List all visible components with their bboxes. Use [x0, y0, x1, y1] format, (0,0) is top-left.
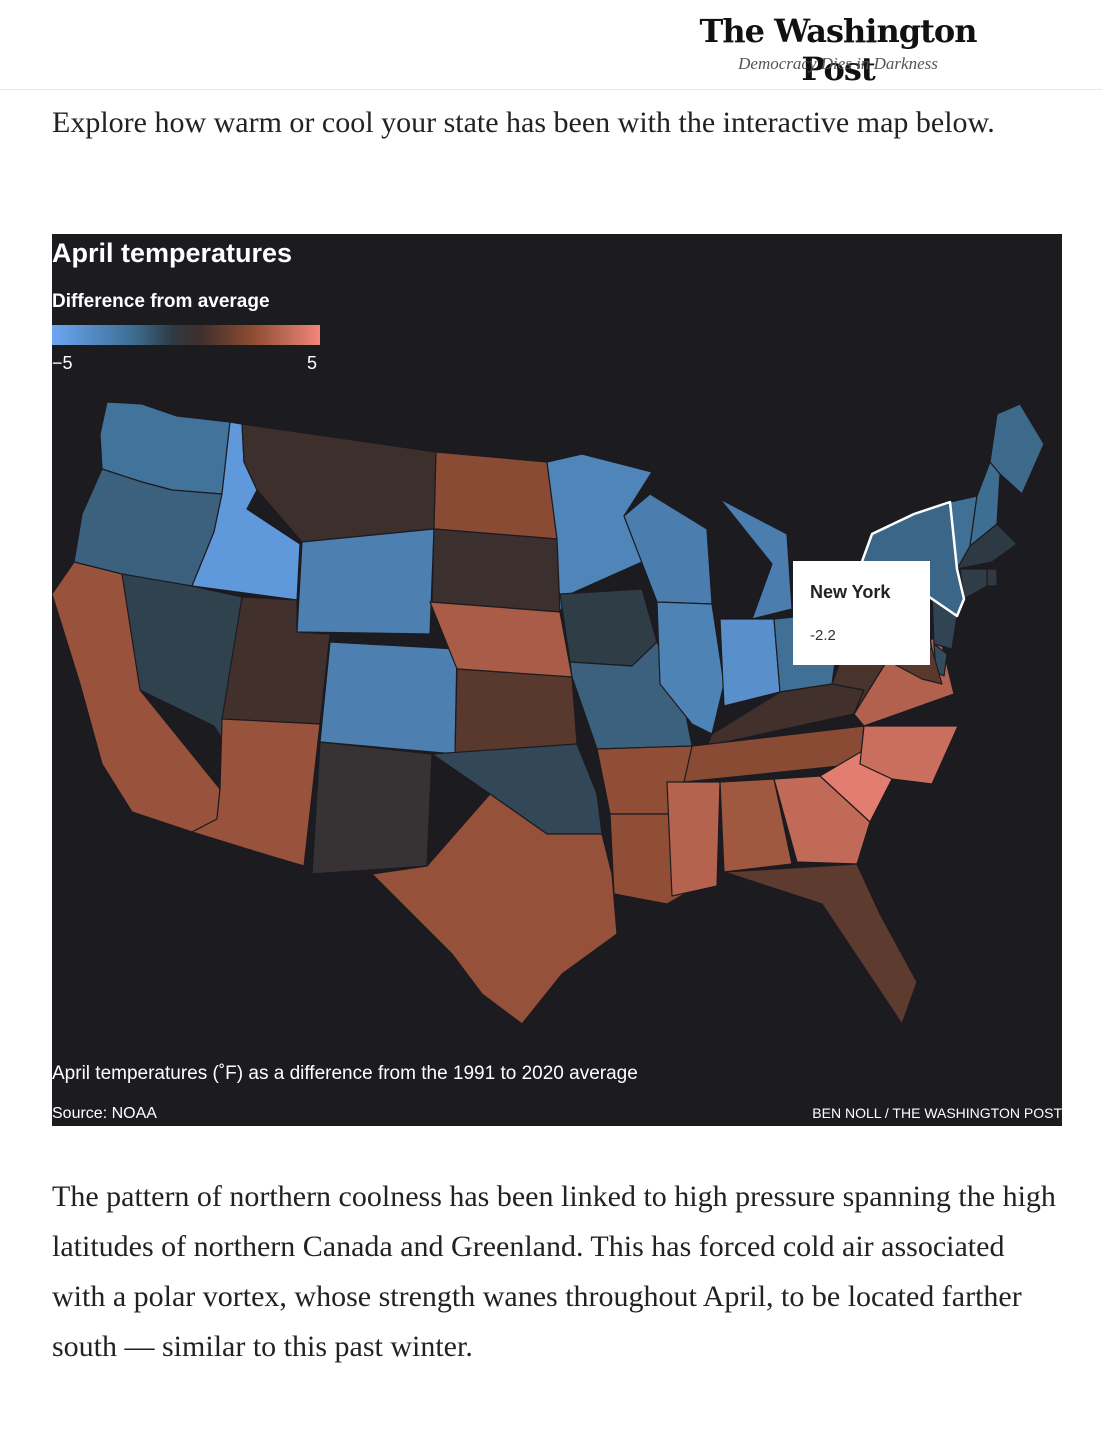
state-maine[interactable] [989, 403, 1045, 495]
state-arizona[interactable] [191, 718, 321, 867]
state-kansas[interactable] [454, 668, 578, 755]
state-tooltip: New York -2.2 [793, 561, 930, 665]
state-massachusetts[interactable] [956, 523, 1018, 570]
intro-paragraph: Explore how warm or cool your state has … [52, 106, 995, 139]
followup-paragraph: The pattern of northern coolness has bee… [52, 1180, 1056, 1363]
masthead: The Washington Post Democracy Dies in Da… [0, 0, 1102, 90]
washington-post-logo[interactable]: The Washington Post [699, 12, 978, 88]
state-rhode-island[interactable] [986, 568, 998, 587]
state-new-hampshire[interactable] [969, 461, 1001, 547]
legend-max-label: 5 [307, 353, 318, 373]
state-mississippi[interactable] [666, 781, 721, 897]
graphic-caption: April temperatures (˚F) as a difference … [52, 1063, 638, 1084]
graphic-title: April temperatures [52, 238, 293, 268]
tooltip-state-value: -2.2 [810, 627, 836, 644]
state-wyoming[interactable] [296, 528, 435, 635]
state-iowa[interactable] [559, 588, 658, 667]
legend-color-scale [52, 325, 320, 345]
graphic-credit: BEN NOLL / THE WASHINGTON POST [812, 1105, 1062, 1121]
state-alabama[interactable] [719, 778, 793, 873]
state-south-dakota[interactable] [431, 528, 561, 613]
us-choropleth-map[interactable] [52, 394, 1062, 1034]
state-florida[interactable] [723, 863, 918, 1025]
state-wisconsin[interactable] [623, 493, 713, 605]
state-north-carolina[interactable] [859, 725, 959, 785]
state-texas[interactable] [371, 793, 618, 1025]
tooltip-state-name: New York [810, 582, 891, 602]
graphic-source: Source: NOAA [52, 1105, 157, 1122]
state-colorado[interactable] [319, 641, 458, 755]
state-michigan[interactable] [719, 498, 793, 620]
masthead-tagline: Democracy Dies in Darkness [738, 54, 938, 73]
temperature-map-graphic: April temperatures Difference from avera… [52, 234, 1062, 1126]
state-indiana[interactable] [719, 618, 781, 707]
state-north-dakota[interactable] [433, 451, 558, 540]
legend-title: Difference from average [52, 291, 270, 312]
state-new-mexico[interactable] [311, 741, 433, 875]
state-georgia[interactable] [773, 775, 871, 865]
legend-min-label: −5 [52, 353, 73, 373]
